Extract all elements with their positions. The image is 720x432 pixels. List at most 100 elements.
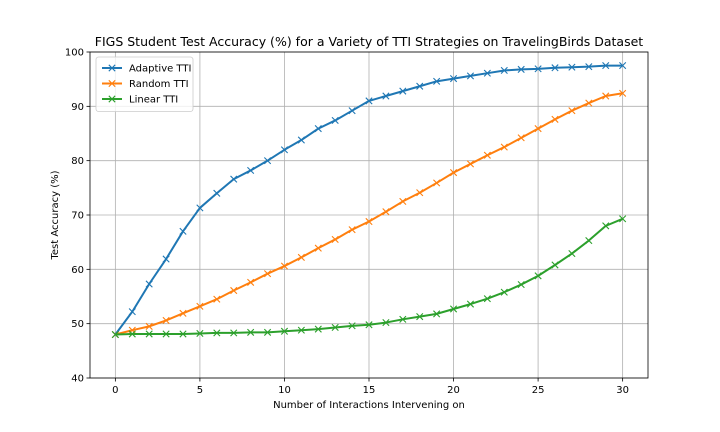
data-point-marker	[365, 321, 373, 329]
data-point-marker	[179, 309, 187, 317]
data-point-marker	[500, 288, 508, 296]
data-point-marker	[416, 82, 424, 90]
legend-item: Random TTI	[102, 79, 189, 90]
legend-label: Linear TTI	[129, 95, 178, 106]
data-point-marker	[399, 87, 407, 95]
data-point-marker	[196, 302, 204, 310]
y-tick-label: 80	[71, 156, 84, 167]
legend-marker	[108, 95, 116, 103]
y-axis-label: Test Accuracy (%)	[50, 170, 61, 260]
series-random-tti	[111, 89, 627, 339]
data-point-marker	[230, 286, 238, 295]
data-point-marker	[585, 99, 593, 107]
y-tick-label: 40	[71, 374, 84, 385]
data-point-marker	[331, 116, 339, 125]
x-tick-label: 0	[112, 385, 118, 396]
data-point-marker	[348, 107, 356, 115]
data-point-marker	[619, 61, 627, 70]
data-point-marker	[433, 179, 441, 187]
data-point-marker	[365, 97, 373, 105]
data-point-marker	[230, 175, 238, 183]
data-point-marker	[568, 63, 576, 71]
legend: Adaptive TTI Random TTI Linear TTI	[95, 56, 194, 112]
data-point-marker	[602, 61, 610, 70]
data-point-marker	[162, 316, 170, 324]
data-point-marker	[602, 222, 610, 230]
chart-title: FIGS Student Test Accuracy (%) for a Var…	[95, 34, 644, 49]
data-point-marker	[416, 189, 424, 197]
data-point-marker	[314, 244, 322, 252]
y-tick-label: 90	[71, 102, 84, 113]
data-point-marker	[145, 280, 153, 288]
x-tick-label: 30	[616, 385, 629, 396]
data-point-marker	[280, 262, 289, 270]
data-point-marker	[399, 315, 407, 323]
data-point-marker	[466, 160, 475, 168]
data-point-marker	[534, 65, 542, 73]
legend-item: Adaptive TTI	[102, 64, 191, 75]
data-point-marker	[331, 235, 339, 244]
series-linear-tti	[111, 215, 627, 339]
data-point-marker	[568, 249, 576, 258]
data-point-marker	[602, 92, 610, 100]
data-point-marker	[449, 169, 458, 177]
y-axis: 40 50 60 70 80 90 100	[65, 48, 90, 385]
x-axis: 0 5 10 15 20 25 30	[112, 378, 629, 396]
x-tick-label: 5	[197, 385, 203, 396]
series-adaptive-tti	[111, 61, 627, 339]
data-point-marker	[416, 313, 424, 321]
x-tick-label: 25	[532, 385, 545, 396]
data-point-marker	[449, 75, 458, 83]
data-point-marker	[534, 272, 542, 280]
legend-marker	[108, 64, 116, 72]
y-tick-label: 60	[71, 265, 84, 276]
data-point-marker	[551, 261, 559, 269]
data-point-marker	[314, 325, 322, 333]
data-point-marker	[162, 330, 170, 338]
x-tick-label: 10	[278, 385, 291, 396]
legend-label: Random TTI	[129, 79, 189, 90]
y-tick-label: 70	[71, 211, 84, 222]
legend-item: Linear TTI	[102, 95, 178, 106]
y-tick-label: 100	[65, 48, 84, 59]
data-point-marker	[247, 328, 255, 336]
data-point-marker	[466, 300, 475, 308]
data-point-marker	[280, 327, 289, 335]
data-point-marker	[399, 197, 407, 206]
data-point-marker	[297, 253, 305, 261]
data-point-marker	[280, 146, 289, 154]
data-point-marker	[500, 66, 508, 75]
data-point-marker	[348, 322, 356, 330]
data-point-marker	[433, 77, 441, 85]
data-point-marker	[247, 166, 255, 175]
data-point-marker	[517, 65, 525, 73]
data-point-marker	[619, 215, 627, 223]
data-point-marker	[247, 278, 255, 286]
data-point-marker	[213, 295, 221, 303]
y-tick-label: 50	[71, 319, 84, 330]
data-point-marker	[483, 151, 491, 159]
data-point-marker	[382, 92, 390, 100]
data-point-marker	[331, 323, 339, 332]
data-point-marker	[128, 330, 136, 338]
data-point-marker	[145, 322, 153, 330]
data-point-marker	[348, 226, 356, 234]
data-point-marker	[145, 330, 153, 338]
data-point-marker	[365, 217, 373, 226]
series-group	[111, 61, 627, 339]
data-point-marker	[179, 330, 187, 338]
data-point-marker	[382, 208, 390, 216]
data-point-marker	[433, 310, 441, 318]
data-point-marker	[230, 329, 238, 337]
data-point-marker	[111, 330, 119, 339]
data-point-marker	[585, 63, 593, 71]
data-point-marker	[297, 326, 305, 334]
data-point-marker	[314, 125, 322, 133]
legend-marker	[108, 79, 116, 88]
data-point-marker	[449, 305, 458, 313]
data-point-marker	[128, 308, 136, 316]
data-point-marker	[196, 329, 204, 338]
data-point-marker	[466, 72, 475, 80]
data-point-marker	[297, 136, 305, 144]
